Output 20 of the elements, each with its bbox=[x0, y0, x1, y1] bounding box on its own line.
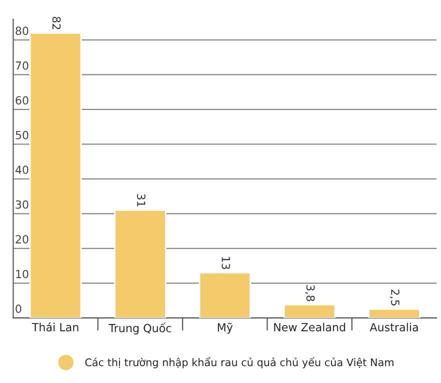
text: 82 bbox=[52, 16, 61, 30]
x-tick-label: New Zealand bbox=[274, 322, 346, 332]
x-tick-label: Thái Lan bbox=[32, 322, 78, 332]
text: 13 bbox=[222, 257, 230, 270]
y-tick-label: 60 bbox=[16, 96, 28, 105]
x-tick-label: Australia bbox=[370, 322, 418, 332]
y-tick-label: 30 bbox=[16, 200, 28, 209]
x-tick-label: Mỹ bbox=[218, 322, 233, 334]
y-tick-label: 20 bbox=[16, 235, 28, 244]
y-tick-label: 40 bbox=[15, 166, 28, 174]
x-tick-label: Trung Quốc bbox=[108, 322, 172, 334]
text: 3,8 bbox=[305, 285, 315, 302]
y-tick-label: 70 bbox=[16, 61, 28, 70]
text: 31 bbox=[137, 194, 146, 206]
text: 2,5 bbox=[390, 290, 400, 306]
y-tick-label: 50 bbox=[16, 130, 28, 140]
legend-label: Các thị trường nhập khẩu rau củ quả chủ yếu của Việt Nam bbox=[85, 357, 394, 368]
y-tick-label: 0 bbox=[16, 304, 22, 313]
y-tick-label: 10 bbox=[16, 270, 28, 278]
y-tick-label: 80 bbox=[16, 26, 28, 36]
